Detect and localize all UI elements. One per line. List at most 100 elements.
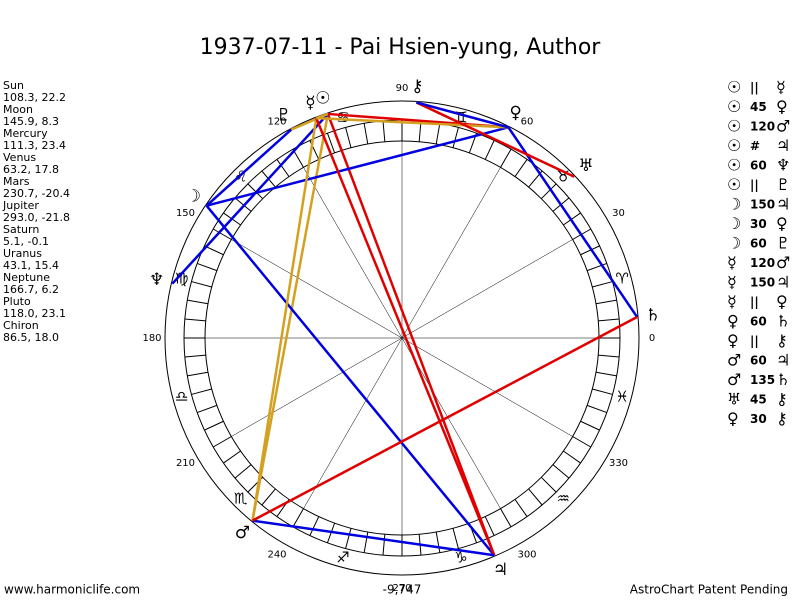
aspect-planet: ♂ <box>776 117 790 136</box>
aspect-type: 60 <box>750 159 767 173</box>
planet-glyph: ♃ <box>493 560 508 580</box>
planet-position: 63.2, 17.8 <box>3 163 59 176</box>
aspect-line <box>251 315 638 522</box>
degree-label: 210 <box>176 458 195 469</box>
degree-label: 0 <box>649 333 655 344</box>
aspect-type: 150 <box>750 198 775 212</box>
center-value: -9,747 <box>383 583 422 597</box>
sign-glyph: ♍ <box>175 269 188 287</box>
aspect-line <box>252 519 495 557</box>
aspect-planet: ♅ <box>727 390 741 409</box>
band-tick <box>484 140 495 160</box>
planet-name: Saturn <box>3 223 39 236</box>
aspect-type: 60 <box>750 354 767 368</box>
aspect-planet: ♀ <box>776 214 788 233</box>
band-tick <box>292 148 304 168</box>
planet-position: 230.7, -20.4 <box>3 187 70 200</box>
planet-position: 108.3, 22.2 <box>3 91 66 104</box>
band-tick <box>363 123 369 145</box>
footer-left: www.harmoniclife.com <box>4 583 140 597</box>
band-tick <box>204 245 224 256</box>
aspect-line <box>205 128 293 207</box>
band-tick <box>196 404 218 414</box>
planet-glyph: ♅ <box>578 156 593 176</box>
outer-circle <box>164 100 640 576</box>
footer-right: AstroChart Patent Pending <box>630 583 788 597</box>
planet-glyph: ♄ <box>645 306 660 326</box>
aspect-line <box>416 101 509 129</box>
planet-name: Pluto <box>3 295 31 308</box>
aspect-planet: ♃ <box>776 195 790 214</box>
planet-position: 166.7, 6.2 <box>3 283 59 296</box>
aspect-line <box>315 117 496 556</box>
sign-glyph: ♈ <box>616 269 629 287</box>
band-tick <box>326 132 336 154</box>
aspect-planet: ☿ <box>727 292 737 311</box>
band-tick <box>247 183 264 200</box>
band-tick <box>552 464 570 479</box>
title: 1937-07-11 - Pai Hsien-yung, Author <box>200 35 602 60</box>
planet-glyph: ♆ <box>149 270 164 290</box>
aspect-line <box>251 113 330 521</box>
planet-glyph: ☉ <box>315 89 330 109</box>
aspect-line <box>507 126 639 318</box>
aspect-line <box>171 113 329 285</box>
band-tick <box>191 281 212 288</box>
aspect-planet: ☿ <box>727 273 737 292</box>
band-tick <box>234 464 252 479</box>
band-tick <box>586 262 608 272</box>
band-tick <box>580 420 600 431</box>
band-tick <box>345 127 352 148</box>
aspect-planet: ♄ <box>776 370 790 389</box>
band-tick <box>191 388 212 395</box>
band-tick <box>212 436 232 448</box>
band-tick <box>309 516 320 536</box>
planet-name: Mercury <box>3 127 48 140</box>
band-tick <box>276 159 290 177</box>
band-tick <box>196 262 218 272</box>
band-tick <box>382 534 386 556</box>
band-tick <box>204 420 224 431</box>
planet-position: 5.1, -0.1 <box>3 235 49 248</box>
planet-position: 111.3, 23.4 <box>3 139 66 152</box>
aspect-planet: ♀ <box>727 312 739 331</box>
aspect-planet: ☉ <box>727 156 741 175</box>
aspect-line <box>206 126 509 207</box>
degree-label: 120 <box>267 116 286 127</box>
band-tick <box>382 120 386 142</box>
aspect-planet: ♇ <box>776 234 790 253</box>
band-tick <box>363 531 369 553</box>
band-tick <box>212 228 232 240</box>
band-tick <box>223 450 241 464</box>
sign-glyph: ♏ <box>234 490 248 508</box>
aspect-planet: ♃ <box>776 351 790 370</box>
planet-glyph: ☽ <box>186 187 201 207</box>
planet-name: Neptune <box>3 271 50 284</box>
planet-name: Jupiter <box>2 199 39 212</box>
degree-label: 60 <box>521 116 534 127</box>
planet-position: 293.0, -21.8 <box>3 211 70 224</box>
aspect-line <box>205 204 496 557</box>
sign-glyph: ♐ <box>336 549 349 567</box>
spoke <box>231 239 573 437</box>
band-tick <box>187 371 209 377</box>
aspect-planet: ♂ <box>776 253 790 272</box>
degree-label: 150 <box>176 208 195 219</box>
band-tick <box>586 404 608 414</box>
planet-name: Sun <box>3 79 24 92</box>
planet-name: Chiron <box>3 319 39 332</box>
planet-glyph: ☿ <box>305 93 315 113</box>
band-tick <box>595 299 617 305</box>
band-tick <box>500 508 512 528</box>
band-tick <box>184 318 206 322</box>
degree-label: 90 <box>396 83 409 94</box>
planet-position: 43.1, 15.4 <box>3 259 59 272</box>
aspect-planet: ♀ <box>776 97 788 116</box>
band-tick <box>435 123 441 145</box>
aspect-type: 120 <box>750 256 775 270</box>
band-tick <box>563 450 581 464</box>
band-tick <box>187 299 209 305</box>
aspect-planet: ☽ <box>727 214 741 233</box>
